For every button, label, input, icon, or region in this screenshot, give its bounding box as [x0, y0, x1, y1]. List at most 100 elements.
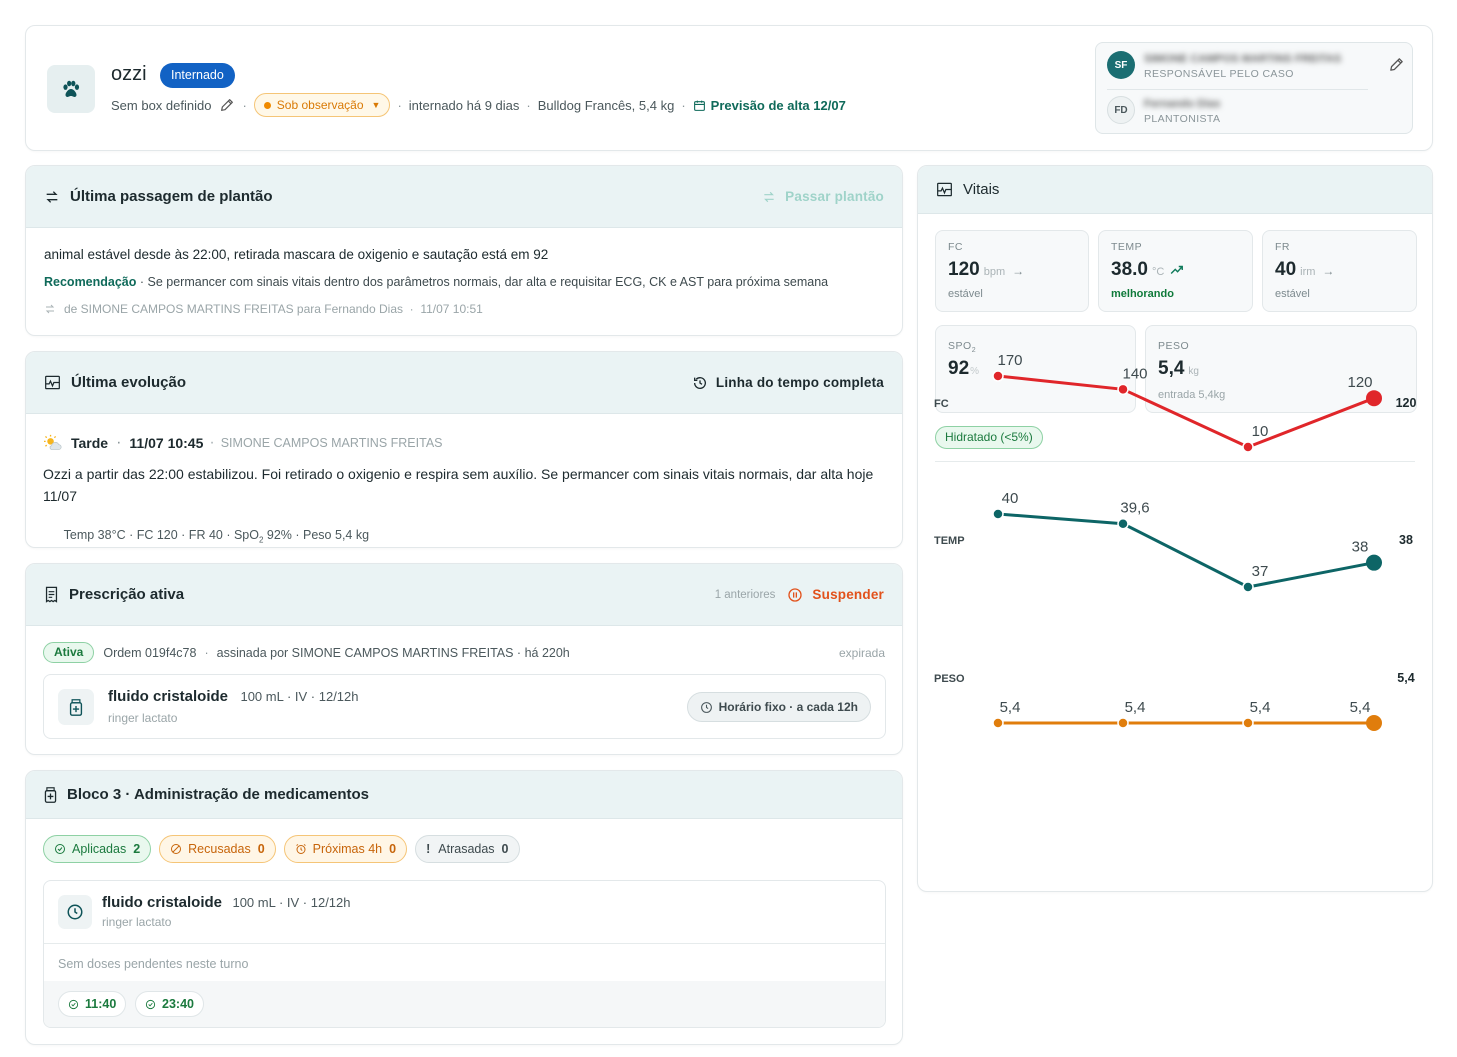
discharge-forecast[interactable]: Previsão de alta 12/07 — [710, 97, 846, 113]
patient-name: ozzi — [111, 63, 147, 85]
medicine-bottle-icon — [69, 698, 83, 716]
full-timeline-label: Linha do tempo completa — [715, 375, 884, 390]
vital-trend: estável — [1275, 288, 1310, 300]
pencil-icon[interactable] — [219, 97, 235, 113]
data-point — [1366, 554, 1382, 571]
vital-tile-fc[interactable]: FC 120 bpm → estável — [935, 230, 1089, 312]
evolution-datetime: 11/07 10:45 — [129, 435, 204, 451]
medicine-dose: 100 mL · IV · 12/12h — [232, 895, 351, 910]
series-label: FC — [934, 398, 949, 410]
responsible-role: RESPONSÁVEL PELO CASO — [1144, 68, 1294, 80]
previous-prescriptions-link[interactable]: 1 anteriores — [714, 588, 776, 601]
medicine-icon-box — [58, 689, 94, 725]
data-label: 37 — [1252, 563, 1269, 580]
order-signed: assinada por SIMONE CAMPOS MARTINS FREIT… — [216, 645, 570, 660]
data-point — [1366, 390, 1382, 407]
evolution-text: Ozzi a partir das 22:00 estabilizou. Foi… — [43, 466, 874, 504]
evolution-period: Tarde — [71, 435, 109, 451]
observation-select[interactable]: Sob observação ▼ — [253, 93, 391, 117]
filter-count: 2 — [133, 842, 141, 856]
dose-time: 11:40 — [85, 997, 117, 1011]
check-circle-icon — [55, 844, 65, 854]
medicine-dose: 100 mL · IV · 12/12h — [240, 689, 359, 704]
data-point — [1117, 383, 1129, 396]
schedule-label: Horário fixo · a cada 12h — [718, 700, 858, 714]
admin-card: Bloco 3 · Administração de medicamentos … — [25, 770, 903, 1045]
data-label: 38 — [1352, 539, 1369, 556]
vital-value-row: 92 % — [948, 358, 979, 380]
filter-next-4h[interactable]: Próximas 4h 0 — [283, 835, 408, 863]
vital-unit: % — [970, 366, 980, 377]
vital-trend: estável — [948, 288, 983, 300]
observation-label: Sob observação — [276, 98, 364, 112]
handoff-card: Última passagem de plantão Passar plantã… — [25, 165, 903, 336]
vital-tile-temp[interactable]: TEMP 38.0 °C melhorando — [1098, 230, 1253, 312]
dose-time-chip[interactable]: 11:40 — [58, 991, 127, 1017]
data-point — [1366, 715, 1382, 731]
prescription-item[interactable]: fluido cristaloide 100 mL · IV · 12/12h … — [43, 674, 886, 739]
recommendation-label: Recomendação — [44, 275, 137, 289]
active-badge: Ativa — [43, 642, 95, 663]
no-pending-doses: Sem doses pendentes neste turno — [58, 957, 249, 971]
swap-arrows-icon — [46, 190, 58, 203]
schedule-badge: Horário fixo · a cada 12h — [686, 692, 871, 722]
vital-label: PESO — [1158, 340, 1190, 352]
pulse-chart-icon — [937, 182, 952, 197]
evolution-vitals-pre: Temp 38°C · FC 120 · FR 40 · SpO — [63, 528, 259, 542]
filter-applied[interactable]: Aplicadas 2 — [43, 835, 152, 863]
recommendation-text: · Se permancer com sinais vitais dentro … — [136, 275, 829, 289]
prescription-item-title: fluido cristaloide 100 mL · IV · 12/12h — [108, 688, 359, 706]
suspend-button[interactable]: Suspender — [787, 587, 884, 603]
full-timeline-button[interactable]: Linha do tempo completa — [692, 375, 884, 391]
vital-label: TEMP — [1111, 241, 1143, 253]
hydration-badge: Hidratado (<5%) — [935, 426, 1043, 449]
arrow-right-icon: → — [1322, 264, 1335, 278]
suspend-label: Suspender — [812, 587, 884, 602]
medicine-name: fluido cristaloide — [102, 894, 223, 911]
edit-team-pencil-icon[interactable] — [1388, 56, 1405, 73]
sun-cloud-icon — [44, 434, 62, 450]
clock-icon — [67, 904, 83, 920]
data-label: 5,4 — [1250, 699, 1271, 716]
handoff-recommendation: Recomendação · Se permancer com sinais v… — [44, 275, 828, 289]
medicine-name: fluido cristaloide — [108, 688, 229, 705]
vital-label: SPO2 — [948, 340, 976, 354]
vital-label-sub: 2 — [971, 347, 977, 355]
vital-unit: irm — [1300, 266, 1316, 278]
filter-late[interactable]: ! Atrasadas 0 — [415, 835, 520, 863]
handoff-header: Última passagem de plantão Passar plantã… — [26, 166, 902, 228]
vital-unit: kg — [1188, 366, 1199, 377]
data-label: 5,4 — [1125, 699, 1146, 716]
filter-refused[interactable]: Recusadas 0 — [159, 835, 276, 863]
dose-time-chip[interactable]: 23:40 — [135, 991, 204, 1017]
handoff-meta-text: de SIMONE CAMPOS MARTINS FREITAS para Fe… — [64, 302, 483, 316]
vital-tile-spo2[interactable]: SPO2 92 % — [935, 325, 1136, 413]
vitals-divider — [935, 461, 1415, 462]
data-label: 39,6 — [1120, 500, 1149, 517]
evolution-header: Última evolução Linha do tempo completa — [26, 352, 902, 414]
filter-count: 0 — [257, 842, 265, 856]
vitals-header: Vitais — [918, 166, 1432, 214]
dose-time: 23:40 — [162, 997, 194, 1011]
vital-tile-fr[interactable]: FR 40 irm → estável — [1262, 230, 1417, 312]
series-label: PESO — [934, 673, 965, 685]
admin-item: fluido cristaloide 100 mL · IV · 12/12h … — [43, 880, 886, 1028]
order-id: Ordem 019f4c78 — [103, 645, 197, 660]
data-label: 40 — [1002, 490, 1019, 507]
vital-value: 5,4 — [1158, 358, 1185, 379]
medicine-sub: ringer lactato — [108, 711, 178, 725]
status-badge: Internado — [160, 63, 235, 88]
clock-icon-box — [58, 895, 92, 929]
ban-icon — [171, 844, 182, 854]
prescription-order-row: Ativa Ordem 019f4c78 · assinada por SIMO… — [43, 642, 885, 663]
prescription-header: Prescrição ativa 1 anteriores Suspender — [26, 564, 902, 626]
clock-icon — [700, 701, 712, 713]
data-label: 5,4 — [1350, 699, 1371, 716]
data-point — [1117, 517, 1129, 530]
pass-shift-button[interactable]: Passar plantão — [762, 189, 884, 204]
handoff-meta: de SIMONE CAMPOS MARTINS FREITAS para Fe… — [44, 302, 483, 316]
vital-label: FR — [1275, 241, 1290, 253]
handoff-title: Última passagem de plantão — [70, 188, 273, 205]
pulse-chart-icon — [45, 375, 60, 390]
swap-arrows-icon — [45, 304, 55, 314]
